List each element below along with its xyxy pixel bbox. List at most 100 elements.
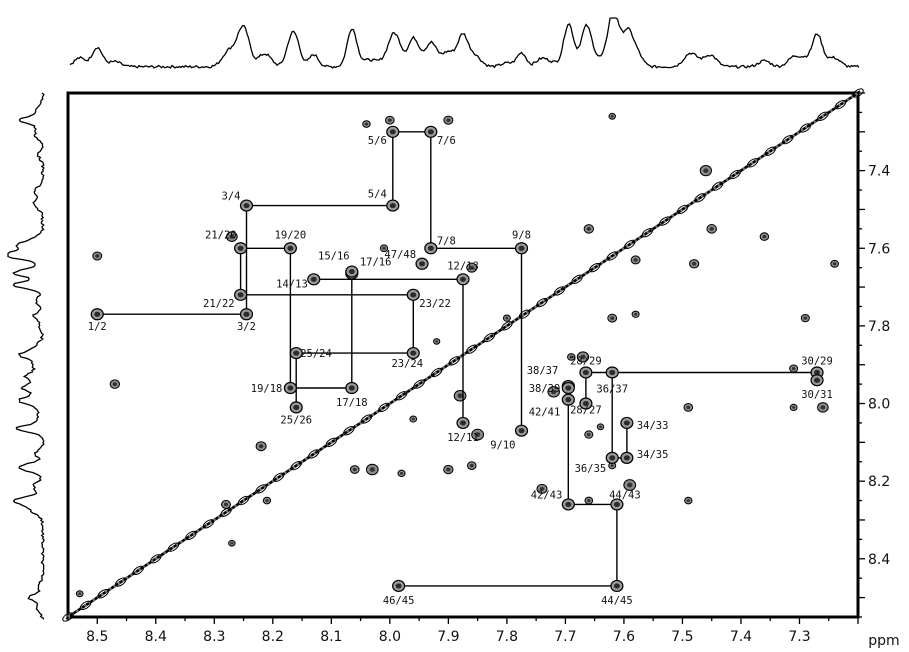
peak-label: 23/24 [391,358,423,370]
diagonal-autopeak [114,577,127,587]
cross-peak-core-44-43 [613,501,620,508]
cross-peak-core-47-48 [419,261,426,267]
unassigned-peak-core [230,541,234,545]
x-tick-label: 7.7 [554,629,576,645]
cross-peak-core-21-22 [237,292,244,298]
diagonal-autopeak [378,402,390,413]
x-tick-label: 8.4 [145,629,167,645]
unassigned-peak-core [229,234,235,239]
diagonal-autopeak [817,111,829,121]
diagonal-autopeak [413,379,425,389]
unassigned-peak-core [703,168,709,173]
diagonal-autopeak [220,507,232,517]
diagonal-autopeak [202,519,215,529]
cross-peak-core-9-8 [518,245,525,251]
cross-peak-core-21-20 [237,245,244,251]
unassigned-peak-core [505,316,509,320]
cross-peak-core-14-13 [310,276,317,282]
x-unit-label: ppm [868,633,899,649]
x-tick-label: 8.0 [379,629,401,645]
unassigned-peak-core [586,226,591,231]
unassigned-peak-core [399,471,404,475]
peak-label: 14/13 [276,278,308,290]
peak-label: 5/6 [368,135,387,147]
peak-label: 5/4 [368,189,387,201]
diagonal-autopeak [852,88,864,98]
diagonal-autopeak [395,391,408,401]
peak-label: 23/22 [419,298,451,310]
peak-label: 38/39 [529,383,561,395]
unassigned-peak-core [258,444,264,449]
y-axis: 7.4 7.6 7.8 8.0 8.2 8.4 [858,92,890,618]
cross-peak-core-44-45 [613,583,620,589]
connectivity-path [611,372,628,459]
unassigned-peak-core [382,246,386,250]
diagonal-autopeak [150,554,162,564]
x-tick-label: 8.2 [262,629,284,645]
unassigned-peak-core [709,226,714,231]
cross-peak-core-3-4 [243,202,250,209]
cross-peaks [90,125,824,593]
left-projection-line [7,92,45,620]
diagonal-autopeak [97,589,109,599]
x-tick-label: 8.1 [320,629,342,645]
x-axis: 8.5 8.4 8.3 8.2 8.1 8.0 7.9 7.8 7.7 7.6 7.5 7.4 7.3 p… [67,617,900,649]
diagonal-autopeak [132,565,144,576]
unassigned-peak-core [569,355,573,359]
x-tick-label: 7.3 [788,629,810,645]
diagonal-autopeak [659,216,671,226]
peak-label: 1/2 [88,321,107,333]
peak-label: 28/27 [570,405,602,417]
peak-label: 7/6 [437,135,456,147]
diagonal-autopeak [518,309,531,319]
unassigned-peak-core [791,366,796,371]
cross-peak-core-25-26 [293,404,300,410]
peak-label: 47/48 [384,249,416,261]
unassigned-peak-core [832,262,837,266]
cross-peak-core-17-18 [348,385,355,391]
diagonal-autopeak [290,460,302,471]
x-tick-label: 7.4 [730,629,752,645]
top-projection-line [69,17,860,69]
peak-label: 38/37 [527,365,559,377]
top-1d-projection-trace [69,17,860,69]
diagonal-autopeak [746,158,759,168]
cross-peak-core-23-24 [410,350,417,356]
unassigned-peak-core [610,114,614,118]
unassigned-peak-core [586,432,591,437]
cross-peak-core-28-27 [582,400,589,407]
cross-peak-core-34-35 [623,455,630,461]
unassigned-peak-core [95,254,100,258]
plot-frame [66,91,860,619]
diagonal-autopeak [448,356,460,366]
cross-peak-core-38-39 [565,385,572,391]
unassigned-peak-core [457,393,463,399]
diagonal-autopeak [501,321,513,331]
cross-peak-core-19-18 [287,385,294,391]
unassigned-peak-core [446,467,451,472]
diagonal-autopeak [834,99,847,110]
cross-peak-core-42-41 [565,397,572,403]
unassigned-peak-core [551,389,557,395]
diagonal-autopeak [360,414,373,424]
diagonal-autopeak [782,134,794,145]
diagonal-autopeak [536,297,548,308]
peak-label: 36/37 [596,383,628,395]
diagonal-autopeak [606,251,618,261]
unassigned-peak-core [686,405,691,410]
y-tick-label: 7.8 [868,319,890,335]
diagonal-autopeak [676,204,689,215]
unassigned-peak-core [610,464,614,468]
y-tick-label: 8.4 [868,552,890,568]
peak-label: 19/20 [275,229,307,241]
cross-peak-core-34-33 [623,420,630,426]
unassigned-peak-core [78,592,82,596]
unassigned-peak-core [469,463,474,468]
peak-label: 12/11 [447,432,479,444]
unassigned-peak-core [411,417,415,421]
cross-peak-core-46-45 [395,583,402,589]
peak-label: 17/16 [360,257,392,269]
peak-label: 28/29 [570,355,602,367]
peak-label: 34/33 [637,420,669,432]
